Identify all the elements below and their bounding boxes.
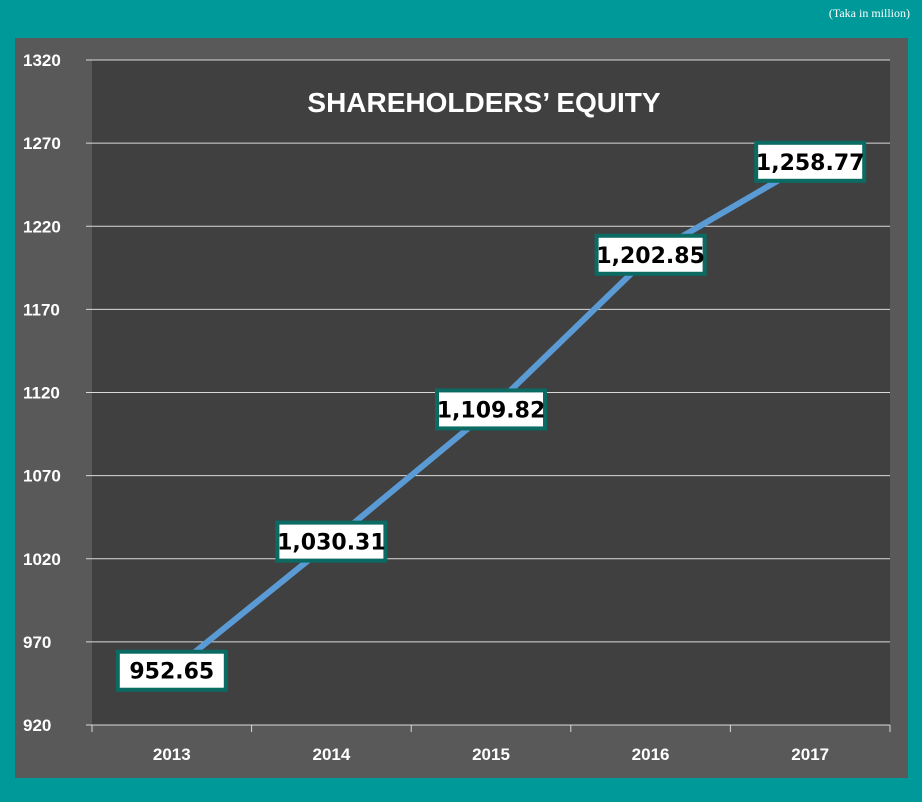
y-tick-label: 1070 bbox=[23, 467, 61, 486]
x-tick-label: 2013 bbox=[153, 745, 191, 764]
data-label: 952.65 bbox=[115, 649, 228, 692]
data-label-text: 1,030.31 bbox=[277, 531, 386, 556]
data-label-text: 952.65 bbox=[129, 660, 214, 685]
data-label-text: 1,202.85 bbox=[596, 244, 705, 269]
y-tick-label: 1120 bbox=[23, 384, 60, 403]
chart-frame: 920 970 1020 1070 1120 1170 1220 1270 1320 2013 2… bbox=[15, 38, 908, 778]
data-label: 1,109.82 bbox=[435, 388, 547, 431]
data-label-text: 1,109.82 bbox=[437, 398, 546, 423]
data-label-box bbox=[275, 520, 388, 563]
x-tick-label: 2016 bbox=[632, 745, 670, 764]
y-tick-label: 970 bbox=[23, 633, 51, 652]
y-tick-label: 1220 bbox=[23, 217, 61, 236]
x-axis: 2013 2014 2015 2016 2017 bbox=[91, 725, 891, 764]
y-tick-label: 1320 bbox=[23, 51, 61, 70]
x-tick-label: 2017 bbox=[791, 745, 829, 764]
units-note: (Taka in million) bbox=[828, 6, 910, 20]
data-label-box bbox=[435, 388, 547, 431]
chart-title: SHAREHOLDERS’ EQUITY bbox=[307, 87, 660, 118]
data-label: 1,202.85 bbox=[594, 233, 707, 276]
x-tick-label: 2015 bbox=[472, 745, 510, 764]
data-labels: 952.65 1,030.31 1,109.82 1,202.85 1,258.77 bbox=[115, 140, 867, 692]
data-label-box bbox=[115, 649, 228, 692]
y-tick-label: 1270 bbox=[23, 134, 61, 153]
x-tick-label: 2014 bbox=[312, 745, 350, 764]
y-tick-label: 920 bbox=[23, 716, 51, 735]
data-label: 1,258.77 bbox=[754, 140, 867, 183]
y-tick-label: 1020 bbox=[23, 550, 61, 569]
data-label-text: 1,258.77 bbox=[756, 151, 865, 176]
data-label: 1,030.31 bbox=[275, 520, 388, 563]
y-axis: 920 970 1020 1070 1120 1170 1220 1270 1320 bbox=[23, 51, 92, 735]
y-tick-label: 1170 bbox=[23, 300, 60, 319]
data-label-box bbox=[754, 140, 867, 183]
data-label-box bbox=[594, 233, 707, 276]
grid-lines bbox=[92, 59, 890, 726]
